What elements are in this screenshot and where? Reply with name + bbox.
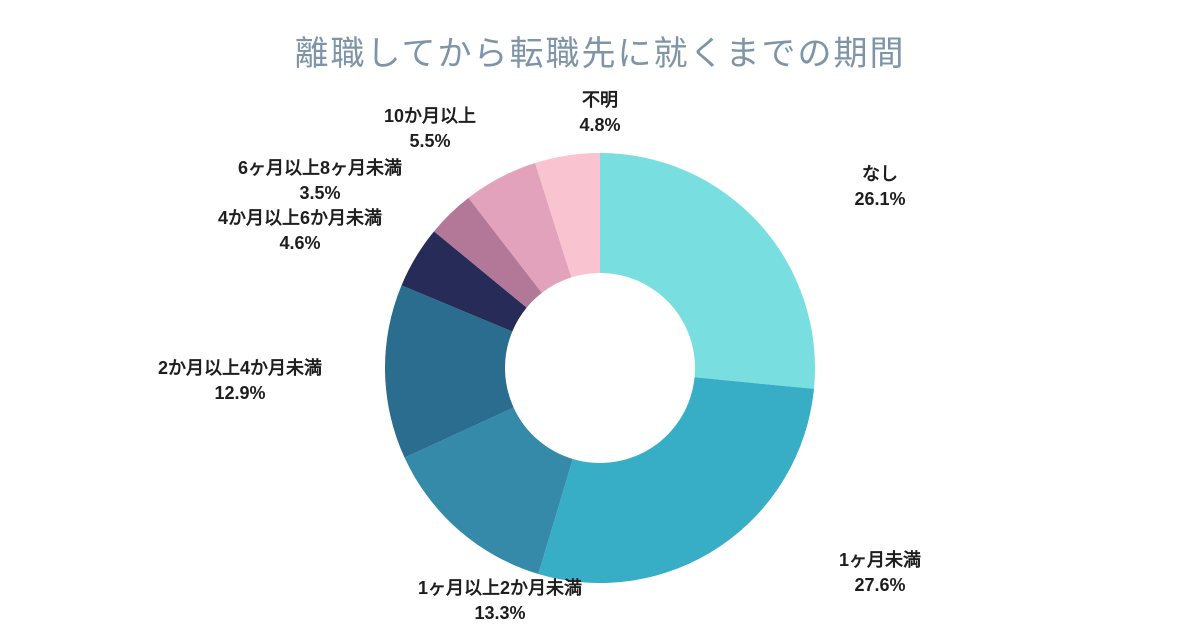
slice-label-text: 不明 bbox=[540, 88, 660, 113]
donut-slice bbox=[600, 153, 815, 389]
slice-label-text: 6ヶ月以上8ヶ月未満 bbox=[190, 156, 450, 181]
slice-label-text: なし bbox=[800, 162, 960, 187]
slice-label-percent: 27.6% bbox=[780, 573, 980, 598]
slice-label-percent: 26.1% bbox=[800, 187, 960, 212]
slice-label: 10か月以上5.5% bbox=[320, 104, 540, 154]
slice-label: 4か月以上6か月未満4.6% bbox=[170, 206, 430, 256]
slice-label-percent: 13.3% bbox=[370, 601, 630, 626]
slice-label: 2か月以上4か月未満12.9% bbox=[110, 356, 370, 406]
slice-label-percent: 4.6% bbox=[170, 231, 430, 256]
slice-label: 不明4.8% bbox=[540, 88, 660, 138]
slice-label-text: 4か月以上6か月未満 bbox=[170, 206, 430, 231]
slice-label: 6ヶ月以上8ヶ月未満3.5% bbox=[190, 156, 450, 206]
slice-label: なし26.1% bbox=[800, 162, 960, 212]
chart-container: 離職してから転職先に就くまでの期間 なし26.1%1ヶ月未満27.6%1ヶ月以上… bbox=[0, 0, 1200, 630]
slice-label-percent: 5.5% bbox=[320, 129, 540, 154]
slice-label-text: 2か月以上4か月未満 bbox=[110, 356, 370, 381]
slice-label-percent: 3.5% bbox=[190, 181, 450, 206]
slice-label: 1ヶ月以上2か月未満13.3% bbox=[370, 576, 630, 626]
slice-label-percent: 4.8% bbox=[540, 113, 660, 138]
slice-label-text: 10か月以上 bbox=[320, 104, 540, 129]
slice-label-text: 1ヶ月未満 bbox=[780, 548, 980, 573]
slice-label-text: 1ヶ月以上2か月未満 bbox=[370, 576, 630, 601]
slice-label: 1ヶ月未満27.6% bbox=[780, 548, 980, 598]
slice-label-percent: 12.9% bbox=[110, 381, 370, 406]
donut-slice bbox=[538, 377, 814, 583]
